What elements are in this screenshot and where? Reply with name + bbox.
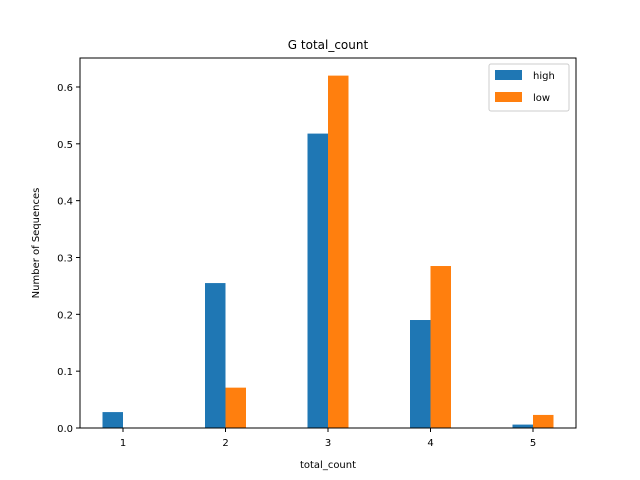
legend-swatch-high [495, 70, 522, 80]
bar-high-1 [102, 412, 123, 428]
x-axis-label: total_count [300, 460, 356, 471]
x-tick-label: 5 [530, 438, 536, 449]
bars-group [102, 75, 554, 428]
x-tick-label: 1 [120, 438, 126, 449]
legend-swatch-low [495, 92, 522, 102]
legend-label-high: high [533, 71, 555, 82]
bar-low-2 [225, 387, 246, 428]
y-tick-label: 0.5 [57, 140, 73, 151]
plot-frame [79, 57, 577, 429]
y-tick-label: 0.4 [57, 197, 73, 208]
x-tick-label: 3 [325, 438, 331, 449]
bar-low-5 [533, 414, 554, 428]
y-axis-ticks: 0.0 0.1 0.2 0.3 0.4 0.5 0.6 [57, 83, 80, 435]
legend: high low [488, 63, 570, 112]
bar-high-2 [205, 283, 226, 428]
y-tick-label: 0.3 [57, 253, 73, 264]
x-axis-ticks: 1 2 3 4 5 [120, 428, 536, 449]
bar-high-5 [512, 424, 533, 428]
y-tick-label: 0.2 [57, 310, 73, 321]
bar-high-4 [410, 320, 431, 428]
y-axis-label: Number of Sequences [31, 188, 42, 299]
y-tick-label: 0.6 [57, 83, 73, 94]
x-tick-label: 4 [427, 438, 433, 449]
bar-low-4 [430, 266, 451, 428]
y-tick-label: 0.1 [57, 367, 73, 378]
chart-title: G total_count [288, 38, 369, 52]
x-tick-label: 2 [222, 438, 228, 449]
bar-high-3 [307, 133, 328, 428]
y-tick-label: 0.0 [57, 424, 73, 435]
legend-label-low: low [533, 93, 550, 104]
bar-low-3 [328, 75, 349, 428]
